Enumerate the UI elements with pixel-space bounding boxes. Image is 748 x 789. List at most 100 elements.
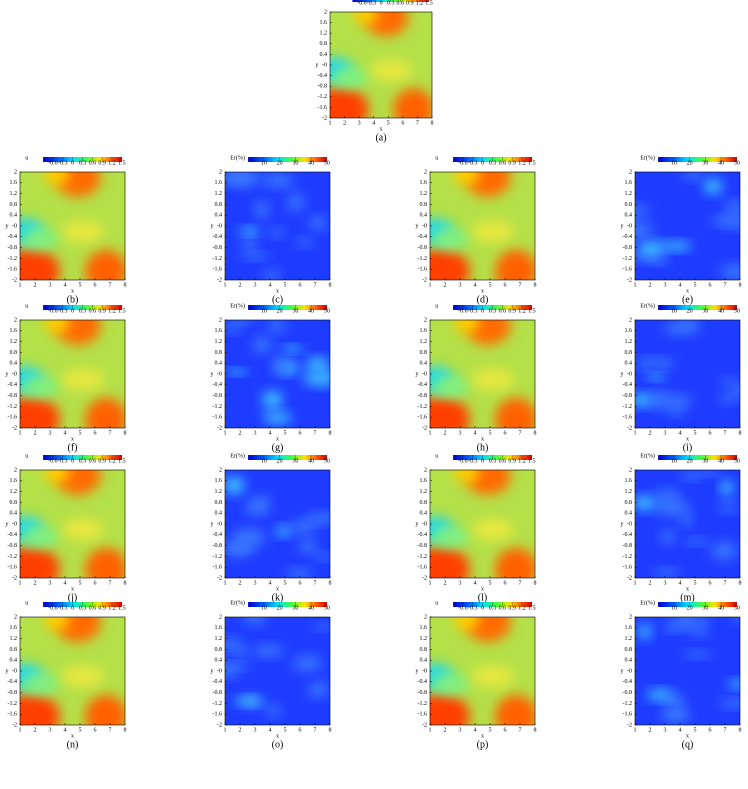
- x-axis-label: x: [686, 733, 689, 739]
- x-axis-label: x: [276, 733, 279, 739]
- field-blob: [281, 345, 303, 353]
- y-tick-label: -2: [217, 425, 222, 431]
- y-tick-label: -0.8: [623, 690, 633, 696]
- x-tick-label: 7: [109, 430, 112, 436]
- field-blob: [44, 617, 70, 630]
- field-blob: [353, 12, 378, 25]
- field-blob: [654, 499, 690, 516]
- y-tick-label: 1.6: [215, 328, 223, 334]
- y-axis-label: y: [211, 521, 214, 527]
- field-blob: [472, 518, 514, 541]
- x-tick-label: 6: [709, 580, 712, 586]
- colorbar-tick-label: 40: [718, 458, 724, 464]
- y-tick-label: -1.2: [418, 404, 428, 410]
- x-tick-label: 5: [694, 430, 697, 436]
- panel-caption: (l): [478, 592, 487, 603]
- colorbar-tick-label: 40: [308, 605, 314, 611]
- panel: 1 2 3 4 5 6 7 8 2 1.6 1.2 0.8 0.4 -0 -0.4 -0.8 -1.2 -1.6 -…: [211, 599, 332, 750]
- y-tick-label: -0.4: [623, 382, 633, 388]
- x-axis-label: x: [481, 288, 484, 294]
- colorbar-tick-label: 0.3: [489, 605, 497, 611]
- panel: 1 2 3 4 5 6 7 8 2 1.6 1.2 0.8 0.4 -0 -0.4 -0.8 -1.2 -1.6 -…: [621, 302, 742, 453]
- y-tick-label: 0.8: [10, 350, 18, 356]
- y-tick-label: -0.8: [418, 543, 428, 549]
- colorbar-tick-label: 40: [308, 160, 314, 166]
- x-tick-label: 4: [679, 580, 682, 586]
- y-tick-label: 1.2: [10, 191, 18, 197]
- panel: 1 2 3 4 5 6 7 8 2 1.6 1.2 0.8 0.4 -0 -0.4 -0.8 -1.2 -1.6 -…: [6, 303, 127, 453]
- panel: 1 2 3 4 5 6 7 8 2 1.6 1.2 0.8 0.4 -0 -0.4 -0.8 -1.2 -1.6 -…: [316, 0, 434, 143]
- colorbar-tick-label: 0: [481, 458, 484, 464]
- panel-caption: (d): [477, 294, 489, 305]
- y-tick-label: 1.6: [625, 478, 633, 484]
- field-blob: [430, 395, 470, 428]
- x-tick-label: 4: [269, 430, 272, 436]
- y-axis-label: y: [621, 521, 624, 527]
- field-blob: [432, 376, 470, 398]
- field-blob: [267, 320, 287, 332]
- field-blob: [472, 368, 514, 391]
- x-tick-label: 7: [314, 580, 317, 586]
- x-tick-label: 2: [649, 580, 652, 586]
- colorbar-tick-label: 10: [671, 308, 677, 314]
- y-tick-label: 0.4: [625, 511, 633, 517]
- colorbar: [658, 455, 737, 460]
- x-tick-label: 7: [314, 727, 317, 733]
- y-tick-label: -2: [217, 277, 222, 283]
- colorbar-tick-label: 0: [380, 0, 383, 6]
- y-tick-label: 1.6: [10, 328, 18, 334]
- panel: 1 2 3 4 5 6 7 8 2 1.6 1.2 0.8 0.4 -0 -0.4 -0.8 -1.2 -1.6 -…: [621, 599, 742, 750]
- colorbar-tick-label: -0.3: [58, 605, 68, 611]
- x-tick-label: 2: [649, 282, 652, 288]
- y-tick-label: 0.8: [215, 350, 223, 356]
- y-tick-label: 1.2: [625, 339, 633, 345]
- colorbar-tick-label: 1.5: [528, 458, 536, 464]
- y-tick-label: 0.4: [625, 658, 633, 664]
- x-tick-label: 3: [254, 580, 257, 586]
- y-tick-label: -1.6: [623, 712, 633, 718]
- field-blob: [20, 247, 60, 280]
- y-axis-label: y: [211, 371, 214, 377]
- x-tick-label: 1: [429, 430, 432, 436]
- field-blob: [261, 173, 295, 188]
- field-blob: [674, 617, 700, 628]
- y-tick-label: 2: [424, 169, 427, 175]
- y-tick-label: 0.4: [215, 511, 223, 517]
- y-tick-label: -0.8: [8, 543, 18, 549]
- field-blob: [62, 665, 104, 688]
- y-tick-label: 0.4: [10, 213, 18, 219]
- x-tick-label: 4: [474, 282, 477, 288]
- colorbar-tick-label: 0.6: [499, 308, 507, 314]
- y-tick-label: 1.6: [215, 478, 223, 484]
- colorbar-tick-label: 0.6: [499, 160, 507, 166]
- x-tick-label: 8: [124, 430, 127, 436]
- y-tick-label: 0.4: [215, 213, 223, 219]
- x-tick-label: 1: [224, 727, 227, 733]
- x-tick-label: 2: [444, 282, 447, 288]
- colorbar-tick-label: 0.9: [508, 160, 516, 166]
- colorbar-tick-label: 1.5: [528, 605, 536, 611]
- x-axis-label: x: [686, 288, 689, 294]
- y-tick-label: -2: [217, 575, 222, 581]
- field-blob: [263, 412, 292, 424]
- colorbar-tick-label: 0: [71, 160, 74, 166]
- y-tick-label: 1.6: [10, 625, 18, 631]
- field-blob: [85, 547, 125, 578]
- colorbar-tick-label: 20: [277, 458, 283, 464]
- colorbar-tick-label: -0.3: [468, 458, 478, 464]
- field: [635, 470, 740, 578]
- y-tick-label: -0.4: [213, 382, 223, 388]
- colorbar-label: u: [435, 155, 438, 161]
- colorbar-tick-label: 10: [261, 458, 267, 464]
- y-tick-label: 2: [324, 9, 327, 15]
- x-tick-label: 5: [694, 282, 697, 288]
- field-blob: [252, 337, 272, 353]
- y-tick-label: 0.8: [215, 202, 223, 208]
- colorbar-tick-label: -0.6: [458, 308, 468, 314]
- colorbar-tick-label: 1.5: [118, 308, 126, 314]
- y-tick-label: -0: [12, 223, 17, 229]
- field-blob: [241, 238, 258, 251]
- field-blob: [472, 665, 514, 688]
- y-tick-label: 0.4: [420, 213, 428, 219]
- field-blob: [638, 623, 652, 639]
